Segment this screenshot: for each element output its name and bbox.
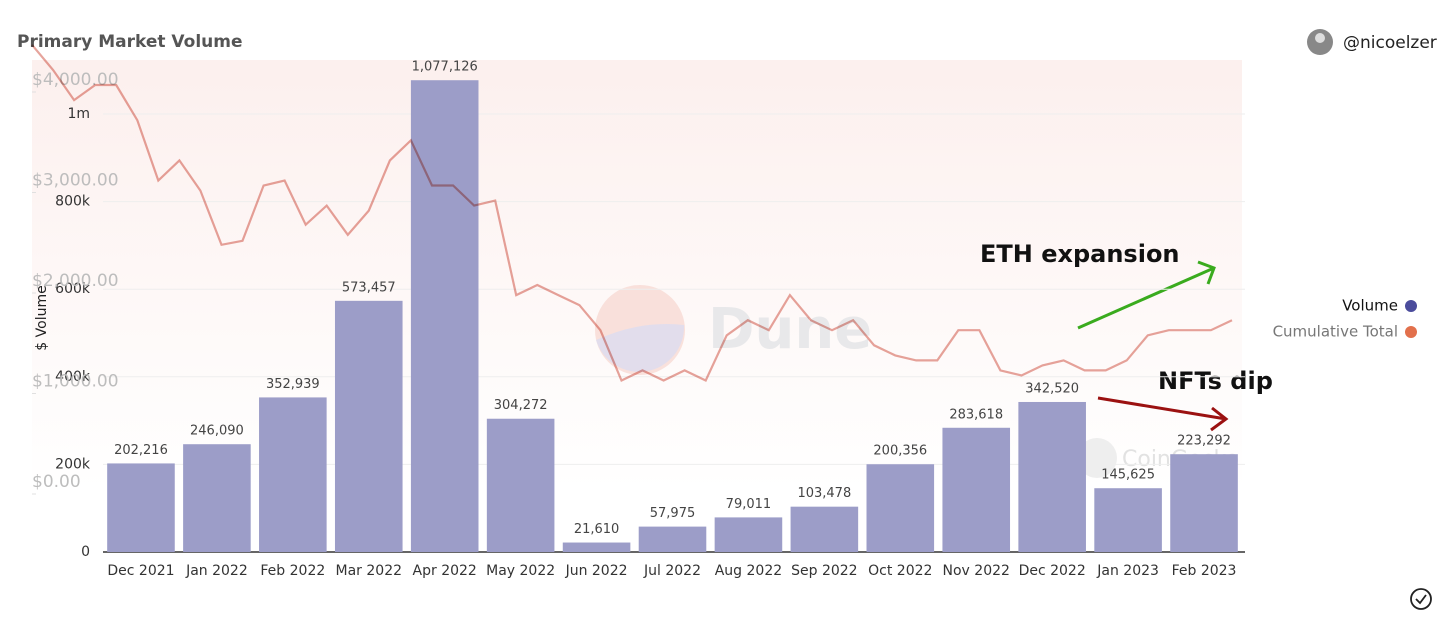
value-label: 103,478 (797, 486, 851, 501)
price-line (31, 44, 1233, 382)
value-label: 79,011 (726, 497, 772, 512)
bar (790, 506, 859, 552)
legend-dot (1405, 300, 1417, 312)
bar (866, 464, 935, 552)
x-tick-label: Oct 2022 (868, 563, 932, 579)
bar (562, 542, 631, 552)
x-tick-label: May 2022 (486, 563, 555, 579)
value-label: 1,077,126 (412, 60, 478, 75)
bar (334, 300, 403, 552)
x-tick-label: Dec 2021 (107, 563, 174, 579)
value-label: 200,356 (873, 444, 927, 459)
value-label: 352,939 (266, 377, 320, 392)
bar (1018, 401, 1086, 552)
bar (410, 80, 479, 552)
value-label: 304,272 (494, 398, 548, 413)
y2-tick-label: $1,000.00 (32, 372, 119, 392)
bar (107, 463, 175, 552)
value-label: 342,520 (1025, 381, 1079, 396)
annotation: NFTs dip (1158, 367, 1273, 395)
y-tick-label: 600k (55, 281, 91, 297)
x-tick-label: Dec 2022 (1019, 563, 1086, 579)
x-tick-label: Mar 2022 (336, 563, 403, 579)
value-label: 283,618 (949, 407, 1003, 422)
value-label: 57,975 (650, 506, 696, 521)
value-label: 202,216 (114, 443, 168, 458)
dune-logo-part (596, 324, 685, 372)
dune-watermark: Dune (708, 297, 872, 362)
y2-tick-label: $2,000.00 (32, 271, 119, 291)
y-tick-label: 400k (55, 369, 91, 385)
bar (942, 427, 1011, 552)
x-tick-label: Aug 2022 (715, 563, 782, 579)
value-label: 145,625 (1101, 468, 1155, 483)
author: @nicoelzer (1343, 33, 1437, 53)
bar (1094, 488, 1162, 552)
value-label: 573,457 (342, 280, 396, 295)
arrow (1077, 260, 1216, 330)
bar (638, 526, 707, 552)
x-tick-label: Feb 2023 (1172, 563, 1237, 579)
value-label: 21,610 (574, 522, 620, 537)
x-tick-label: Nov 2022 (943, 563, 1010, 579)
y-tick-label: 800k (55, 194, 91, 210)
x-tick-label: Jan 2022 (185, 563, 248, 579)
y-tick-label: 0 (81, 544, 90, 560)
legend-label: Volume (1342, 297, 1398, 315)
check-mark (1415, 594, 1427, 605)
value-label: 223,292 (1177, 434, 1231, 449)
bar (1170, 454, 1238, 552)
y2-tick-label: $3,000.00 (32, 171, 119, 191)
x-tick-label: Feb 2022 (260, 563, 325, 579)
bar (183, 444, 251, 552)
y2-tick-label: $4,000.00 (32, 70, 119, 90)
avatar-face (1315, 33, 1325, 43)
y-axis-label: $ Volume (34, 285, 50, 350)
x-tick-label: Jan 2023 (1096, 563, 1159, 579)
bar (259, 397, 327, 552)
bar (714, 517, 783, 552)
coingecko-logo (1077, 438, 1117, 478)
y2-tick-label: $0.00 (32, 472, 81, 492)
arrow (1097, 396, 1229, 432)
check-icon[interactable] (1410, 588, 1432, 610)
x-tick-label: Sep 2022 (791, 563, 857, 579)
y-tick-label: 1m (67, 106, 90, 122)
x-tick-label: Jul 2022 (643, 563, 701, 579)
chart-title: Primary Market Volume (17, 32, 243, 52)
x-tick-label: Jun 2022 (565, 563, 628, 579)
annotation: ETH expansion (980, 240, 1180, 268)
bar (486, 418, 555, 552)
x-tick-label: Apr 2022 (413, 563, 477, 579)
y-tick-label: 200k (55, 456, 91, 472)
value-label: 246,090 (190, 424, 244, 439)
legend-label: Cumulative Total (1273, 323, 1398, 341)
legend-dot (1405, 326, 1417, 338)
